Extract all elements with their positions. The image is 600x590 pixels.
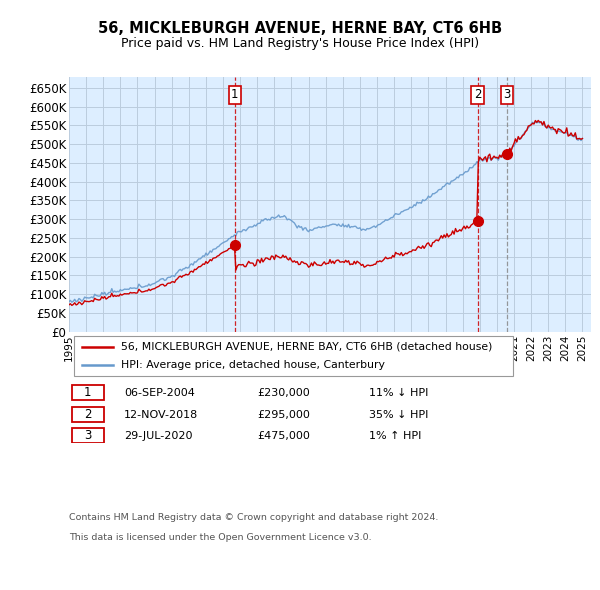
Text: 1% ↑ HPI: 1% ↑ HPI	[369, 431, 422, 441]
Text: 3: 3	[503, 88, 511, 101]
Text: 2: 2	[474, 88, 481, 101]
Text: 35% ↓ HPI: 35% ↓ HPI	[369, 410, 428, 420]
Text: HPI: Average price, detached house, Canterbury: HPI: Average price, detached house, Cant…	[121, 360, 385, 370]
Text: 1: 1	[84, 386, 92, 399]
Text: Contains HM Land Registry data © Crown copyright and database right 2024.: Contains HM Land Registry data © Crown c…	[69, 513, 439, 522]
FancyBboxPatch shape	[71, 407, 104, 422]
Text: 1: 1	[231, 88, 238, 101]
Text: 06-SEP-2004: 06-SEP-2004	[124, 388, 194, 398]
FancyBboxPatch shape	[71, 428, 104, 443]
Text: £230,000: £230,000	[257, 388, 310, 398]
Text: 3: 3	[84, 430, 91, 442]
Text: Price paid vs. HM Land Registry's House Price Index (HPI): Price paid vs. HM Land Registry's House …	[121, 37, 479, 50]
Text: £295,000: £295,000	[257, 410, 310, 420]
Text: 29-JUL-2020: 29-JUL-2020	[124, 431, 193, 441]
Text: 2: 2	[84, 408, 92, 421]
Text: 11% ↓ HPI: 11% ↓ HPI	[369, 388, 428, 398]
Text: 56, MICKLEBURGH AVENUE, HERNE BAY, CT6 6HB: 56, MICKLEBURGH AVENUE, HERNE BAY, CT6 6…	[98, 21, 502, 35]
Text: 12-NOV-2018: 12-NOV-2018	[124, 410, 198, 420]
FancyBboxPatch shape	[71, 385, 104, 400]
Text: 56, MICKLEBURGH AVENUE, HERNE BAY, CT6 6HB (detached house): 56, MICKLEBURGH AVENUE, HERNE BAY, CT6 6…	[121, 342, 493, 352]
Text: This data is licensed under the Open Government Licence v3.0.: This data is licensed under the Open Gov…	[69, 533, 371, 542]
Text: £475,000: £475,000	[257, 431, 310, 441]
FancyBboxPatch shape	[74, 336, 513, 376]
